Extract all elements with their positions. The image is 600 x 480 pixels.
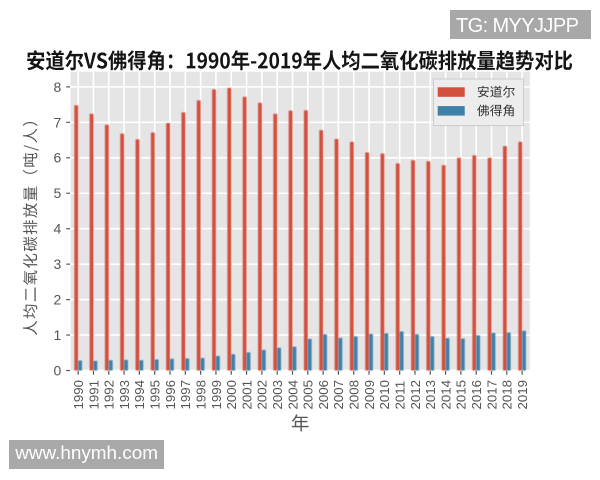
svg-text:1994: 1994 (132, 380, 147, 410)
svg-text:1: 1 (54, 327, 62, 343)
svg-text:3: 3 (54, 256, 62, 272)
svg-text:2002: 2002 (255, 380, 270, 410)
svg-text:7: 7 (54, 114, 62, 130)
svg-text:2010: 2010 (377, 380, 392, 410)
svg-text:1998: 1998 (193, 380, 208, 410)
svg-text:2016: 2016 (469, 380, 484, 410)
svg-text:2000: 2000 (224, 380, 239, 410)
svg-text:1997: 1997 (178, 380, 193, 410)
svg-text:2011: 2011 (392, 381, 407, 410)
svg-text:2008: 2008 (347, 380, 362, 410)
svg-text:6: 6 (54, 150, 62, 166)
svg-text:2019: 2019 (515, 380, 530, 410)
svg-text:1992: 1992 (102, 380, 117, 410)
svg-text:2014: 2014 (438, 380, 453, 410)
svg-text:5: 5 (54, 185, 62, 201)
svg-text:1996: 1996 (163, 380, 178, 410)
svg-text:2017: 2017 (484, 380, 499, 410)
svg-text:1995: 1995 (148, 380, 163, 410)
svg-text:4: 4 (54, 221, 62, 237)
svg-text:2015: 2015 (454, 380, 469, 410)
svg-text:2009: 2009 (362, 380, 377, 410)
svg-text:2004: 2004 (285, 380, 300, 410)
svg-text:1991: 1991 (86, 380, 101, 410)
svg-text:2001: 2001 (239, 380, 254, 410)
svg-text:2012: 2012 (408, 380, 423, 410)
svg-text:1990: 1990 (71, 380, 86, 410)
svg-text:2: 2 (54, 292, 62, 308)
svg-text:2007: 2007 (331, 380, 346, 410)
svg-text:2013: 2013 (423, 380, 438, 410)
svg-text:2005: 2005 (301, 380, 316, 410)
svg-text:0: 0 (54, 362, 62, 378)
svg-text:2006: 2006 (316, 380, 331, 410)
svg-text:2018: 2018 (500, 380, 515, 410)
svg-text:1993: 1993 (117, 380, 132, 410)
svg-text:8: 8 (54, 79, 62, 95)
svg-text:2003: 2003 (270, 380, 285, 410)
svg-text:1999: 1999 (209, 380, 224, 410)
